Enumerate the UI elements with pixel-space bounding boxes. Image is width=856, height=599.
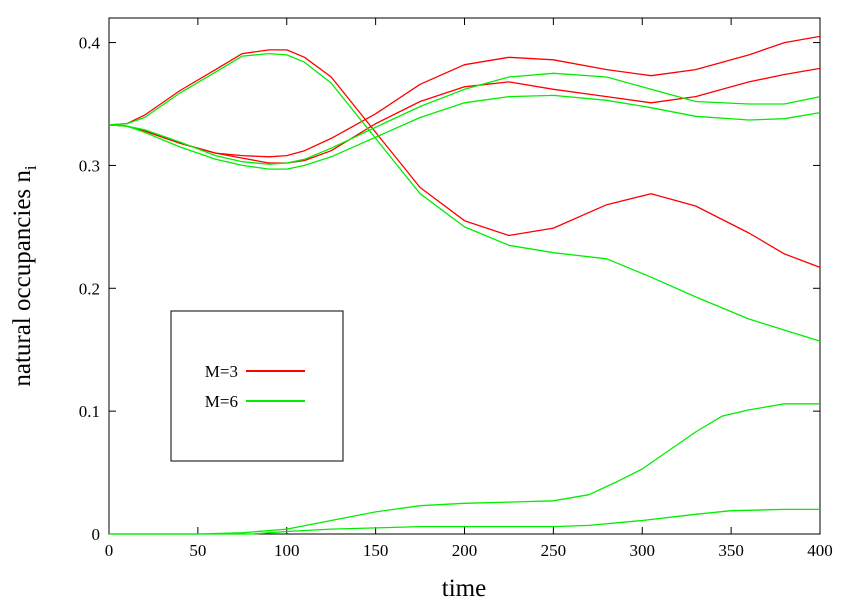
y-tick-label: 0.1 — [79, 402, 100, 421]
legend: M=3 M=6 — [170, 310, 344, 462]
series-line-m3-2 — [108, 35, 821, 158]
x-tick-label: 300 — [630, 541, 656, 560]
y-axis-title-subscript: i — [21, 165, 40, 170]
series-line-m6-4 — [108, 52, 821, 342]
series-line-m6-5 — [108, 72, 821, 165]
y-axis-title: natural occupancies ni — [9, 165, 40, 387]
series-line-m6-8 — [109, 508, 820, 535]
series-line-m6-6 — [108, 94, 821, 170]
x-tick-label: 250 — [541, 541, 567, 560]
series-group — [108, 35, 821, 535]
x-tick-label: 0 — [105, 541, 114, 560]
x-axis-title: time — [442, 575, 486, 599]
legend-label-m3: M=3 — [205, 362, 238, 381]
x-tick-label: 350 — [718, 541, 744, 560]
y-tick-label: 0.2 — [79, 279, 100, 298]
series-line-m6-7 — [109, 403, 820, 535]
series-line-m3-3 — [108, 67, 821, 164]
series-line-m3-1 — [108, 49, 821, 269]
legend-box — [170, 310, 344, 462]
x-tick-label: 150 — [363, 541, 389, 560]
y-axis-title-main: natural occupancies n — [9, 170, 36, 387]
x-tick-label: 400 — [807, 541, 833, 560]
legend-label-m6: M=6 — [205, 392, 238, 411]
y-tick-label: 0.3 — [79, 156, 100, 175]
y-tick-label: 0 — [92, 525, 101, 544]
x-tick-label: 200 — [452, 541, 478, 560]
ticks: 0 50 100 150 200 250 300 350 400 0 0.1 0.2 0.3 0.4 — [79, 18, 833, 560]
x-tick-label: 50 — [189, 541, 206, 560]
y-tick-label: 0.4 — [79, 34, 101, 53]
x-tick-label: 100 — [274, 541, 300, 560]
